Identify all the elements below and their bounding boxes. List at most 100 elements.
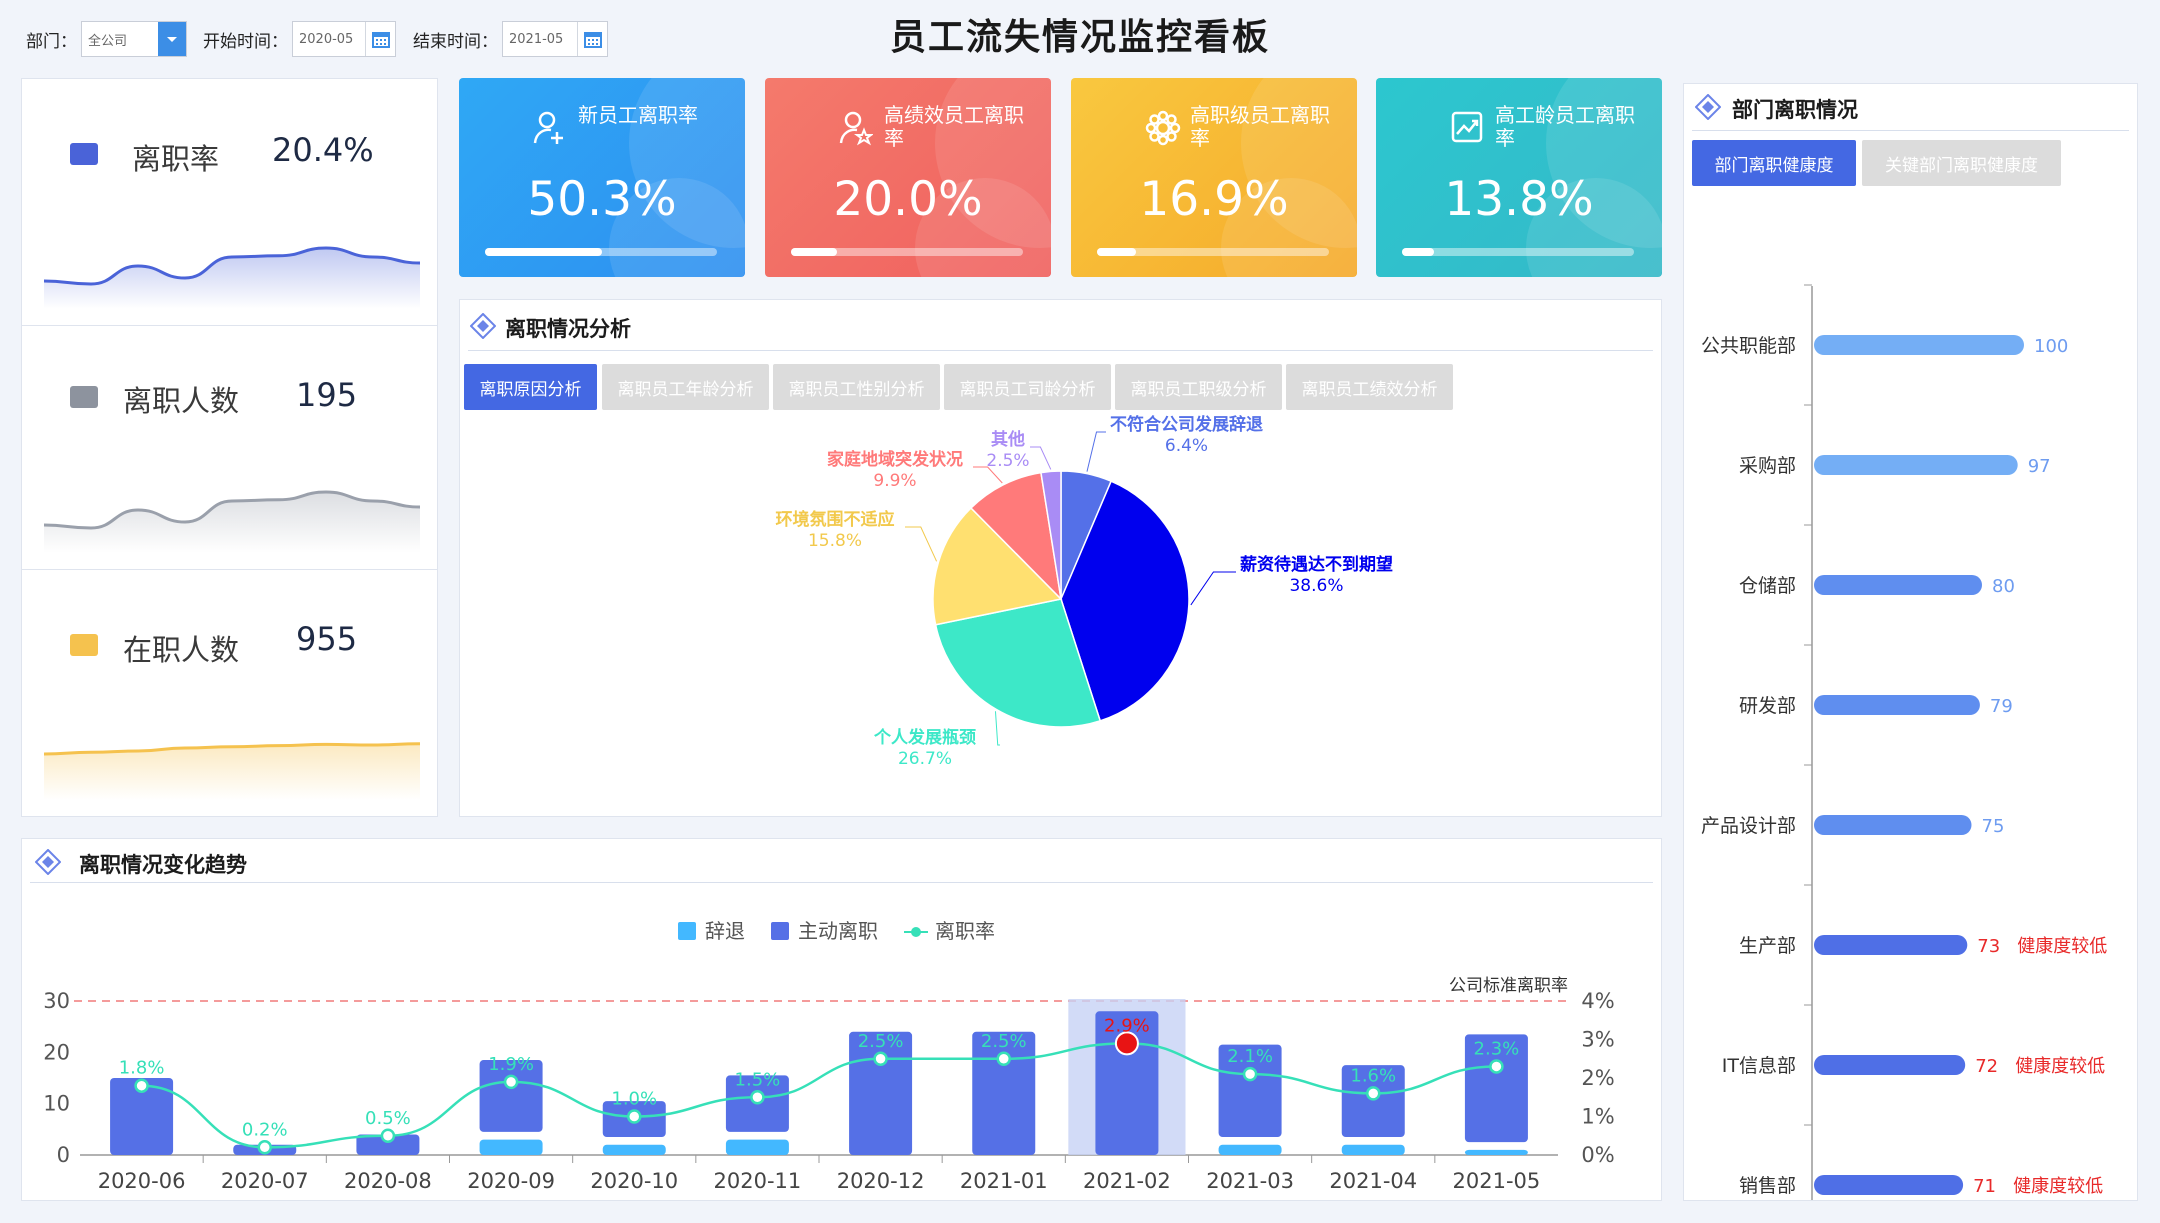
rate-point[interactable] <box>257 1140 272 1155</box>
sparkline-area <box>44 743 420 800</box>
id-card-icon <box>70 143 98 165</box>
rate-label: 0.2% <box>242 1119 288 1140</box>
rate-point[interactable] <box>996 1051 1011 1066</box>
rate-label: 1.6% <box>1350 1065 1396 1086</box>
tab-dept-health[interactable]: 部门离职健康度 <box>1692 140 1856 186</box>
calendar-icon[interactable] <box>365 22 395 56</box>
dept-bar[interactable] <box>1814 455 2018 475</box>
pie-label-line <box>973 466 1003 484</box>
stat-value: 195 <box>296 376 358 414</box>
tab-reason[interactable]: 离职原因分析 <box>464 364 597 410</box>
x-tick-label: 2021-04 <box>1329 1169 1417 1193</box>
dept-filter-label: 部门： <box>26 31 77 52</box>
bar-dismissed[interactable] <box>479 1139 543 1155</box>
tab-tenure[interactable]: 离职员工司龄分析 <box>944 364 1111 410</box>
tab-performance[interactable]: 离职员工绩效分析 <box>1286 364 1453 410</box>
diamond-icon <box>470 313 496 339</box>
rate-point[interactable] <box>380 1128 396 1143</box>
bar-dismissed[interactable] <box>1464 1149 1528 1155</box>
pie-slice[interactable] <box>932 506 1063 626</box>
bar-voluntary[interactable] <box>110 1078 174 1155</box>
stat-sparkline <box>44 742 420 800</box>
sparkline-line <box>44 246 420 286</box>
pie-slice[interactable] <box>934 598 1102 728</box>
y-right-tick: 1% <box>1581 1105 1614 1129</box>
kpi-value: 13.8% <box>1444 172 1594 227</box>
tab-level[interactable]: 离职员工职级分析 <box>1115 364 1282 410</box>
rate-point[interactable] <box>750 1090 765 1105</box>
pie-slice[interactable] <box>1060 480 1190 722</box>
rate-point[interactable] <box>1366 1086 1381 1101</box>
start-date-input[interactable]: 2020-05 <box>292 21 396 57</box>
y-right-tick: 0% <box>1581 1143 1614 1167</box>
dept-health-note: 健康度较低 <box>2015 1056 2105 1077</box>
tab-age[interactable]: 离职员工年龄分析 <box>602 364 769 410</box>
dept-bar[interactable] <box>1814 935 1968 955</box>
rate-label: 2.5% <box>981 1031 1027 1052</box>
dept-panel: 部门离职情况 部门离职健康度 关键部门离职健康度 公共职能部 100 采购部 97 仓储… <box>1683 83 2138 1201</box>
dept-health-note: 健康度较低 <box>2017 936 2107 957</box>
rate-point[interactable] <box>627 1109 642 1124</box>
rate-label: 0.5% <box>365 1108 411 1129</box>
rate-point[interactable] <box>1114 1031 1139 1056</box>
dept-select[interactable]: 全公司 <box>81 21 187 57</box>
chevron-down-icon[interactable] <box>158 22 186 56</box>
rate-point[interactable] <box>503 1074 519 1090</box>
pie-label-value: 15.8% <box>808 531 862 551</box>
kpi-label: 高工龄员工离职率 <box>1495 103 1635 150</box>
bar-dismissed[interactable] <box>1341 1144 1405 1155</box>
dept-bar[interactable] <box>1814 815 1972 835</box>
kpi-value: 20.0% <box>833 172 983 227</box>
bar-voluntary[interactable] <box>972 1031 1036 1155</box>
pie-label-name: 环境氛围不适应 <box>776 509 895 530</box>
end-filter-label: 结束时间： <box>413 31 498 52</box>
legend-swatch <box>678 922 696 940</box>
dept-bar[interactable] <box>1814 575 1982 595</box>
pie-slice[interactable] <box>969 471 1063 602</box>
rate-label: 2.1% <box>1227 1046 1273 1067</box>
dept-bar[interactable] <box>1814 1055 1966 1075</box>
bar-dismissed[interactable] <box>602 1144 666 1155</box>
dept-bar-value: 100 <box>2034 336 2068 357</box>
rate-point[interactable] <box>1489 1059 1504 1074</box>
rate-label: 1.5% <box>735 1069 781 1090</box>
rate-point[interactable] <box>134 1078 149 1093</box>
bar-voluntary[interactable] <box>356 1134 420 1155</box>
bar-voluntary[interactable] <box>849 1031 913 1155</box>
rate-point[interactable] <box>1242 1066 1258 1082</box>
stat-label: 离职率 <box>132 142 220 176</box>
pie-slice[interactable] <box>1040 470 1062 600</box>
bar-voluntary[interactable] <box>1095 1011 1159 1155</box>
dept-bar[interactable] <box>1814 1175 1964 1195</box>
dept-bar[interactable] <box>1814 695 1980 715</box>
bar-voluntary[interactable] <box>1341 1065 1405 1138</box>
end-date-input[interactable]: 2021-05 <box>502 21 608 57</box>
kpi-progress-fill <box>791 248 838 256</box>
y-left-tick: 10 <box>43 1092 70 1116</box>
stat-attrition-rate: 离职率 20.4% <box>22 79 437 326</box>
y-left-tick: 0 <box>57 1143 70 1167</box>
calendar-icon[interactable] <box>577 22 607 56</box>
end-date-value: 2021-05 <box>509 31 564 47</box>
end-filter: 结束时间： 2021-05 <box>413 20 608 58</box>
tab-key-dept-health[interactable]: 关键部门离职健康度 <box>1862 140 2061 186</box>
bar-voluntary[interactable] <box>479 1060 543 1132</box>
dept-health-note: 健康度较低 <box>2013 1176 2103 1197</box>
tab-gender[interactable]: 离职员工性别分析 <box>773 364 940 410</box>
legend-label: 辞退 <box>705 919 745 943</box>
bar-dismissed[interactable] <box>725 1139 789 1155</box>
legend-swatch <box>771 922 789 940</box>
kpi-card-new-employee: 新员工离职率 50.3% <box>459 78 745 277</box>
bar-dismissed[interactable] <box>1218 1144 1282 1155</box>
legend-label: 离职率 <box>935 919 995 943</box>
dept-bar[interactable] <box>1814 335 2024 355</box>
stats-panel: 离职率 20.4% 离职人数 195 在职人数 955 <box>21 78 438 817</box>
kpi-label: 高职级员工离职率 <box>1190 103 1330 150</box>
y-right-tick: 3% <box>1581 1028 1614 1052</box>
bar-voluntary[interactable] <box>1464 1034 1528 1143</box>
bar-voluntary[interactable] <box>1218 1044 1282 1138</box>
pie-label-name: 薪资待遇达不到期望 <box>1240 554 1393 575</box>
rate-point[interactable] <box>873 1051 888 1066</box>
kpi-progress-track <box>791 248 1023 256</box>
trend-combo-chart: 辞退 主动离职 离职率 0 10 20 30 0% 1% 2% 3% 4% 公司标准离职率 2020-06… <box>43 919 1614 1193</box>
